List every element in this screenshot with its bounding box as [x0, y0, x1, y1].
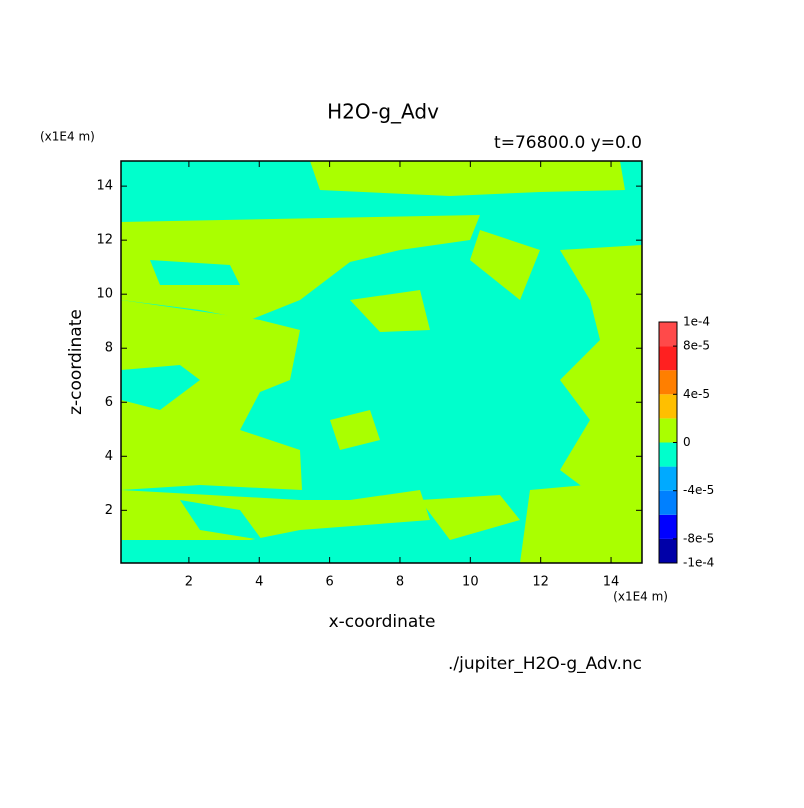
colorbar-tick-label: 8e-5 [683, 339, 710, 353]
x-tick-label: 6 [325, 575, 333, 590]
colorbar-segment [659, 394, 677, 419]
x-axis-label: x-coordinate [329, 612, 436, 632]
chart-title: H2O-g_Adv [327, 100, 439, 124]
contour-region [520, 480, 642, 563]
colorbar-tick-label: 0 [683, 435, 691, 449]
contour-region [121, 215, 480, 320]
colorbar-segment [659, 538, 677, 563]
contour-region [470, 230, 540, 300]
colorbar-tick-label: 1e-4 [683, 315, 710, 329]
y-axis-label: z-coordinate [66, 309, 86, 415]
colorbar-tick-label: -8e-5 [683, 531, 714, 545]
colorbar-segment [659, 514, 677, 539]
x-tick-label: 12 [532, 575, 549, 590]
source-label: ./jupiter_H2O-g_Adv.nc [448, 654, 642, 674]
colorbar-segment [659, 442, 677, 467]
contour-region [350, 290, 430, 332]
plot-frame [120, 160, 643, 564]
x-unit: (x1E4 m) [613, 590, 668, 604]
y-tick-label: 2 [105, 503, 113, 518]
x-tick-label: 4 [255, 575, 263, 590]
contour-region [121, 365, 200, 410]
x-tick-label: 10 [462, 575, 479, 590]
contour-region [180, 500, 262, 540]
y-unit: (x1E4 m) [40, 130, 95, 144]
y-tick-label: 14 [96, 179, 113, 194]
y-tick-label: 6 [105, 395, 113, 410]
x-tick-label: 2 [185, 575, 193, 590]
contour-region [121, 490, 430, 540]
colorbar-tick-label: -1e-4 [683, 556, 714, 570]
colorbar-segment [659, 322, 677, 347]
y-tick-label: 8 [105, 341, 113, 356]
colorbar-segment [659, 346, 677, 371]
contour-region [270, 395, 310, 425]
contour-region [121, 540, 250, 563]
contour-region [330, 410, 380, 450]
x-tick-label: 8 [396, 575, 404, 590]
contour-region [150, 260, 240, 285]
colorbar-segment [659, 370, 677, 395]
contour-region [560, 245, 642, 500]
colorbar-segment [659, 418, 677, 443]
contour-region [420, 495, 520, 540]
colorbar-segment [659, 466, 677, 491]
y-tick-label: 12 [96, 233, 113, 248]
colorbar-tick-label: -4e-5 [683, 483, 714, 497]
contour-region [121, 300, 302, 490]
y-tick-label: 10 [96, 287, 113, 302]
colorbar-segment [659, 490, 677, 515]
contour-region [310, 161, 625, 196]
chart-subtitle: t=76800.0 y=0.0 [494, 133, 642, 153]
colorbar-tick-label: 4e-5 [683, 387, 710, 401]
x-tick-label: 14 [603, 575, 620, 590]
y-tick-label: 4 [105, 449, 113, 464]
contour-region [121, 208, 642, 214]
contour-region [121, 199, 642, 203]
